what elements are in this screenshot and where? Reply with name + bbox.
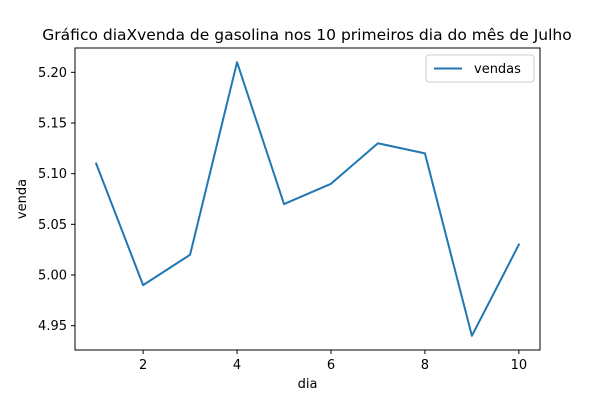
- y-tick-label: 4.95: [38, 319, 67, 334]
- plot-area: [74, 47, 541, 351]
- x-axis-ticks: 2 4 6 8 10: [139, 350, 527, 373]
- legend-box: [425, 54, 535, 83]
- legend: vendas: [425, 54, 535, 83]
- x-tick-label: 8: [421, 358, 429, 373]
- y-tick-label: 5.10: [38, 167, 67, 182]
- y-axis-ticks: 4.95 5.00 5.05 5.10 5.15 5.20: [38, 66, 75, 334]
- y-tick-label: 5.00: [38, 269, 67, 284]
- x-tick-label: 4: [233, 358, 241, 373]
- x-tick-label: 2: [139, 358, 147, 373]
- y-tick-label: 5.15: [38, 116, 67, 131]
- y-tick-label: 5.20: [38, 66, 67, 81]
- y-axis-label: venda: [15, 179, 30, 219]
- series-layer: [94, 61, 521, 337]
- series-line-vendas: [94, 61, 521, 337]
- x-axis-label: dia: [298, 377, 318, 392]
- x-tick-label: 10: [511, 358, 528, 373]
- x-tick-label: 6: [327, 358, 335, 373]
- y-tick-label: 5.05: [38, 218, 67, 233]
- legend-label-vendas: vendas: [474, 62, 521, 77]
- chart-title: Gráfico diaXvenda de gasolina nos 10 pri…: [42, 26, 571, 44]
